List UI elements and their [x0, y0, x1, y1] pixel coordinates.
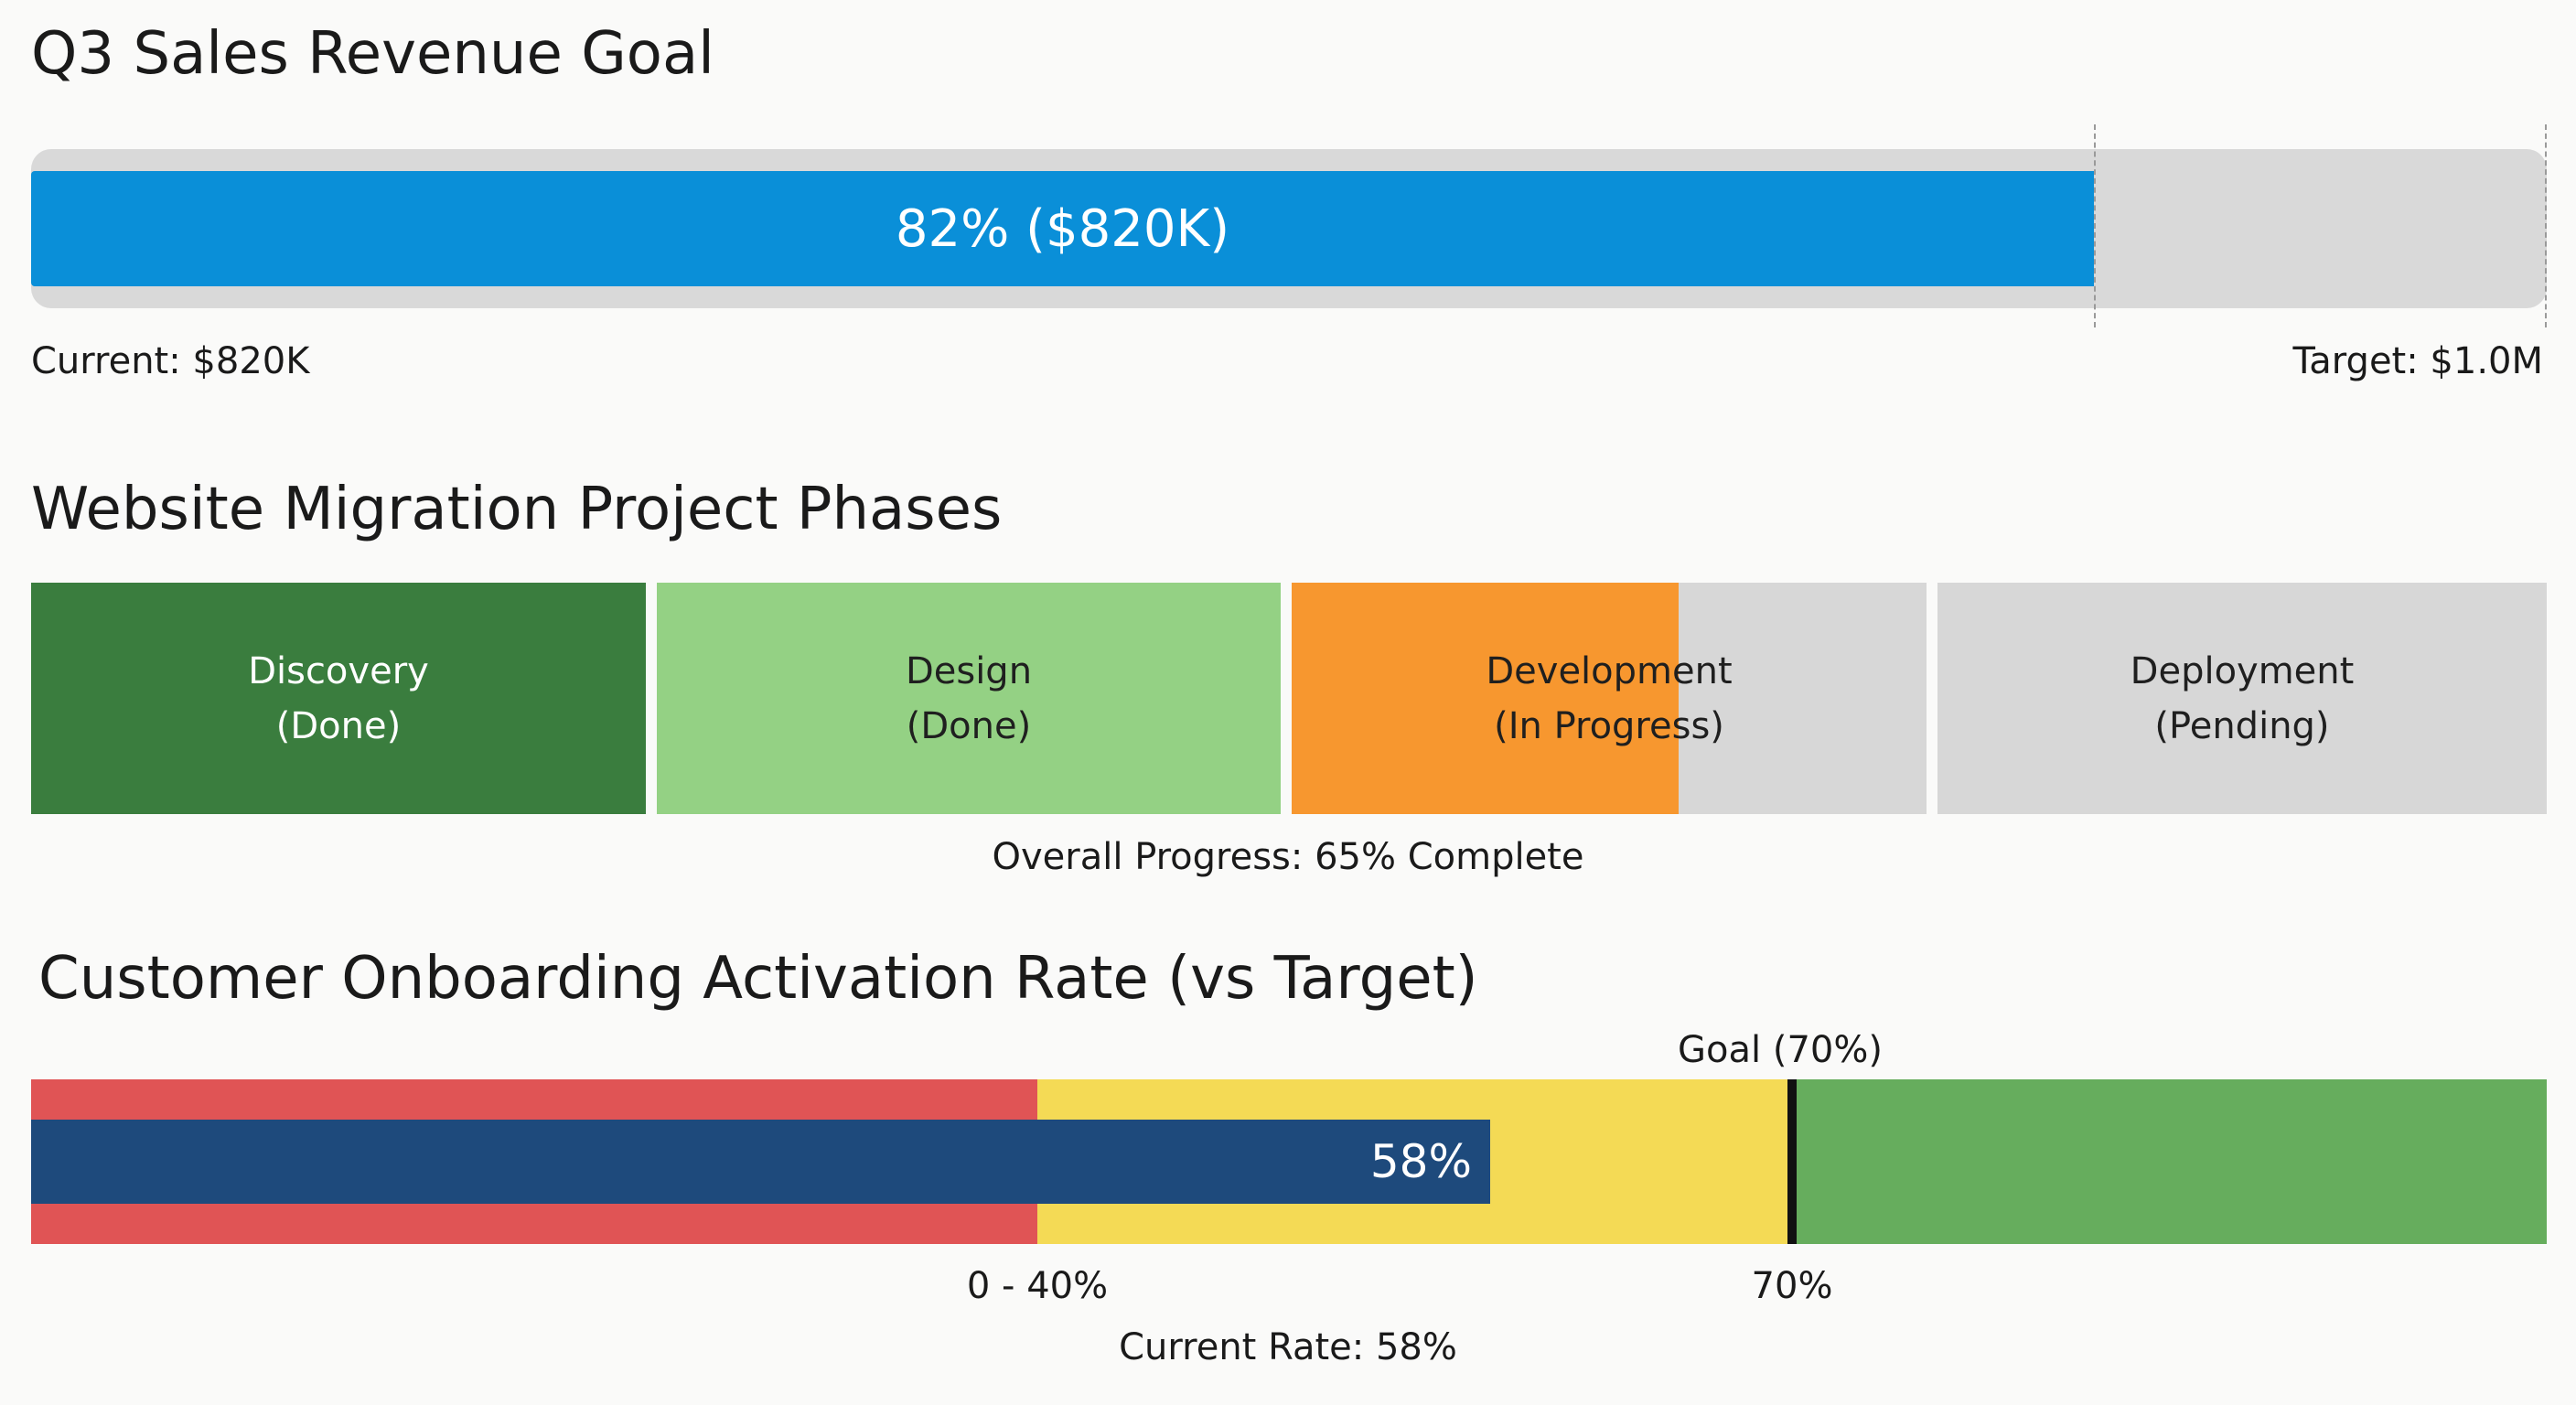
activation-value-label: 58% — [1369, 1135, 1472, 1188]
phase-text-design: Design (Done) — [906, 644, 1032, 754]
activation-band-high — [1792, 1079, 2547, 1244]
activation-tick-label-70: 70% — [1751, 1265, 1833, 1307]
phase-name-development: Development — [1486, 649, 1733, 692]
phase-text-development: Development (In Progress) — [1486, 644, 1732, 754]
phase-status-deployment: (Pending) — [2154, 704, 2330, 747]
phase-fill-design — [657, 583, 1281, 814]
activation-bullet-chart: 58% — [31, 1079, 2547, 1244]
sales-progress-marker — [2094, 124, 2096, 327]
activation-goal-marker — [1787, 1079, 1797, 1244]
phase-name-discovery: Discovery — [248, 649, 429, 692]
phase-text-discovery: Discovery (Done) — [248, 644, 429, 754]
phase-status-discovery: (Done) — [275, 704, 402, 747]
sales-target-marker — [2545, 124, 2547, 327]
phases-summary-label: Overall Progress: 65% Complete — [992, 836, 1584, 878]
sales-target-label: Target: $1.0M — [2292, 340, 2543, 382]
phase-fill-development — [1292, 583, 1680, 814]
phase-name-deployment: Deployment — [2130, 649, 2355, 692]
sales-progress-value-label: 82% ($820K) — [895, 198, 1230, 259]
phase-status-design: (Done) — [906, 704, 1032, 747]
sales-progress-track: 82% ($820K) — [31, 149, 2547, 308]
phase-segment-discovery: Discovery (Done) — [31, 583, 646, 814]
activation-chart-title: Customer Onboarding Activation Rate (vs … — [38, 945, 1478, 1013]
phase-segment-development: Development (In Progress) — [1292, 583, 1927, 814]
sales-chart-title: Q3 Sales Revenue Goal — [31, 20, 714, 88]
activation-tick-label-40: 0 - 40% — [966, 1265, 1109, 1307]
phase-segment-design: Design (Done) — [657, 583, 1281, 814]
phase-name-design: Design — [905, 649, 1033, 692]
sales-current-label: Current: $820K — [31, 340, 310, 382]
sales-progress-fill: 82% ($820K) — [31, 171, 2094, 286]
activation-current-label: Current Rate: 58% — [1119, 1326, 1457, 1368]
phase-segment-deployment: Deployment (Pending) — [1937, 583, 2547, 814]
phase-fill-discovery — [31, 583, 646, 814]
phase-status-development: (In Progress) — [1494, 704, 1724, 747]
activation-goal-label: Goal (70%) — [1678, 1029, 1883, 1071]
phases-chart-title: Website Migration Project Phases — [31, 476, 1003, 543]
activation-value-bar: 58% — [31, 1120, 1490, 1204]
phase-text-deployment: Deployment (Pending) — [2131, 644, 2355, 754]
